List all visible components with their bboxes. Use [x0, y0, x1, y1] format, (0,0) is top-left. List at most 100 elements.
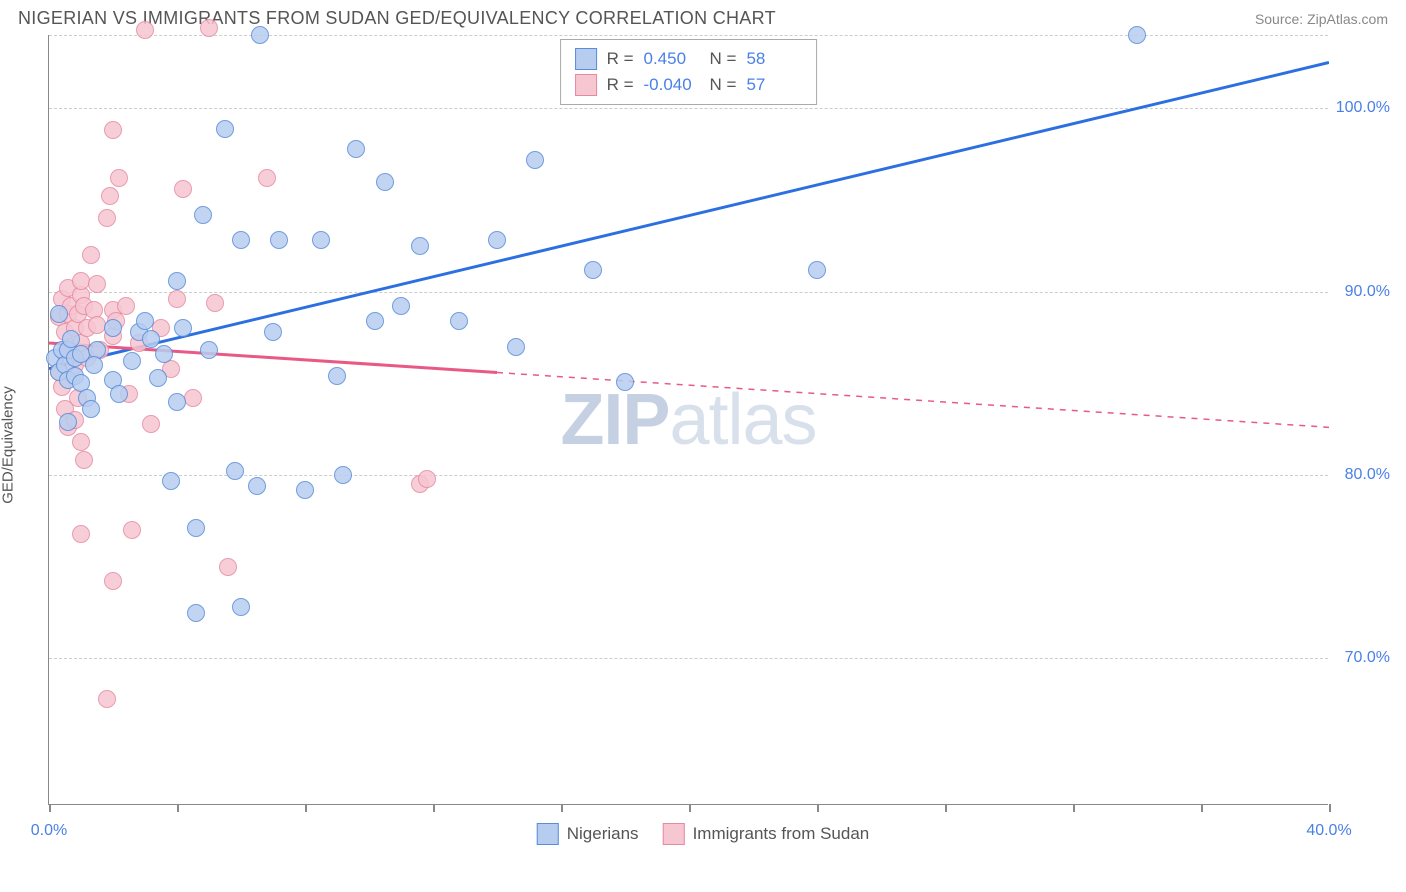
- data-point-nigerians: [174, 319, 192, 337]
- data-point-nigerians: [232, 598, 250, 616]
- data-point-nigerians: [187, 604, 205, 622]
- data-point-nigerians: [334, 466, 352, 484]
- data-point-nigerians: [216, 120, 234, 138]
- stats-legend: R =0.450N =58R =-0.040N =57: [560, 39, 818, 105]
- data-point-nigerians: [376, 173, 394, 191]
- data-point-nigerians: [296, 481, 314, 499]
- data-point-nigerians: [168, 272, 186, 290]
- data-point-nigerians: [411, 237, 429, 255]
- data-point-sudan: [117, 297, 135, 315]
- data-point-nigerians: [248, 477, 266, 495]
- data-point-sudan: [206, 294, 224, 312]
- data-point-nigerians: [328, 367, 346, 385]
- y-tick-label: 100.0%: [1336, 99, 1390, 117]
- legend-item-sudan: Immigrants from Sudan: [663, 823, 870, 845]
- data-point-nigerians: [392, 297, 410, 315]
- data-point-nigerians: [187, 519, 205, 537]
- data-point-sudan: [184, 389, 202, 407]
- data-point-nigerians: [162, 472, 180, 490]
- x-tick: [305, 804, 307, 812]
- data-point-nigerians: [149, 369, 167, 387]
- data-point-sudan: [88, 275, 106, 293]
- r-label: R =: [607, 75, 634, 95]
- x-tick: [689, 804, 691, 812]
- data-point-sudan: [168, 290, 186, 308]
- data-point-sudan: [82, 246, 100, 264]
- data-point-nigerians: [616, 373, 634, 391]
- trend-line-sudan: [49, 343, 497, 373]
- data-point-nigerians: [194, 206, 212, 224]
- data-point-nigerians: [85, 356, 103, 374]
- data-point-nigerians: [200, 341, 218, 359]
- stats-row-sudan: R =-0.040N =57: [575, 72, 803, 98]
- x-tick: [817, 804, 819, 812]
- x-tick: [177, 804, 179, 812]
- r-value: 0.450: [644, 49, 700, 69]
- x-tick: [1073, 804, 1075, 812]
- r-value: -0.040: [644, 75, 700, 95]
- chart-title: NIGERIAN VS IMMIGRANTS FROM SUDAN GED/EQ…: [18, 8, 776, 29]
- data-point-nigerians: [251, 26, 269, 44]
- legend-label: Nigerians: [567, 824, 639, 844]
- data-point-sudan: [110, 169, 128, 187]
- watermark: ZIPatlas: [560, 379, 816, 461]
- data-point-sudan: [136, 21, 154, 39]
- series-legend: Nigerians Immigrants from Sudan: [537, 823, 870, 845]
- data-point-nigerians: [264, 323, 282, 341]
- data-point-sudan: [101, 187, 119, 205]
- data-point-sudan: [258, 169, 276, 187]
- data-point-sudan: [104, 572, 122, 590]
- data-point-sudan: [72, 433, 90, 451]
- data-point-nigerians: [808, 261, 826, 279]
- n-label: N =: [710, 75, 737, 95]
- y-tick-label: 80.0%: [1345, 466, 1390, 484]
- x-tick: [433, 804, 435, 812]
- legend-swatch: [575, 48, 597, 70]
- data-point-sudan: [219, 558, 237, 576]
- gridline: [49, 108, 1328, 109]
- x-tick: [1201, 804, 1203, 812]
- n-label: N =: [710, 49, 737, 69]
- data-point-sudan: [75, 451, 93, 469]
- plot-area: ZIPatlas R =0.450N =58R =-0.040N =57 70.…: [48, 35, 1328, 805]
- data-point-nigerians: [142, 330, 160, 348]
- data-point-nigerians: [347, 140, 365, 158]
- data-point-nigerians: [123, 352, 141, 370]
- data-point-nigerians: [59, 413, 77, 431]
- x-tick-label: 40.0%: [1306, 822, 1351, 840]
- gridline: [49, 658, 1328, 659]
- data-point-sudan: [72, 525, 90, 543]
- data-point-nigerians: [450, 312, 468, 330]
- y-tick-label: 90.0%: [1345, 283, 1390, 301]
- data-point-sudan: [88, 316, 106, 334]
- data-point-nigerians: [312, 231, 330, 249]
- data-point-sudan: [142, 415, 160, 433]
- y-axis-label: GED/Equivalency: [0, 386, 17, 504]
- data-point-nigerians: [82, 400, 100, 418]
- legend-label: Immigrants from Sudan: [693, 824, 870, 844]
- x-tick: [945, 804, 947, 812]
- trend-lines: [49, 35, 1329, 805]
- y-tick-label: 70.0%: [1345, 649, 1390, 667]
- source-attribution: Source: ZipAtlas.com: [1255, 11, 1388, 27]
- data-point-nigerians: [270, 231, 288, 249]
- data-point-sudan: [98, 690, 116, 708]
- legend-swatch: [663, 823, 685, 845]
- data-point-nigerians: [1128, 26, 1146, 44]
- data-point-nigerians: [507, 338, 525, 356]
- stats-row-nigerians: R =0.450N =58: [575, 46, 803, 72]
- data-point-sudan: [104, 121, 122, 139]
- r-label: R =: [607, 49, 634, 69]
- data-point-nigerians: [526, 151, 544, 169]
- data-point-sudan: [174, 180, 192, 198]
- data-point-nigerians: [488, 231, 506, 249]
- data-point-nigerians: [104, 319, 122, 337]
- data-point-sudan: [98, 209, 116, 227]
- data-point-nigerians: [136, 312, 154, 330]
- data-point-nigerians: [110, 385, 128, 403]
- data-point-nigerians: [155, 345, 173, 363]
- x-tick-label: 0.0%: [31, 822, 67, 840]
- x-tick: [561, 804, 563, 812]
- x-tick: [49, 804, 51, 812]
- x-tick: [1329, 804, 1331, 812]
